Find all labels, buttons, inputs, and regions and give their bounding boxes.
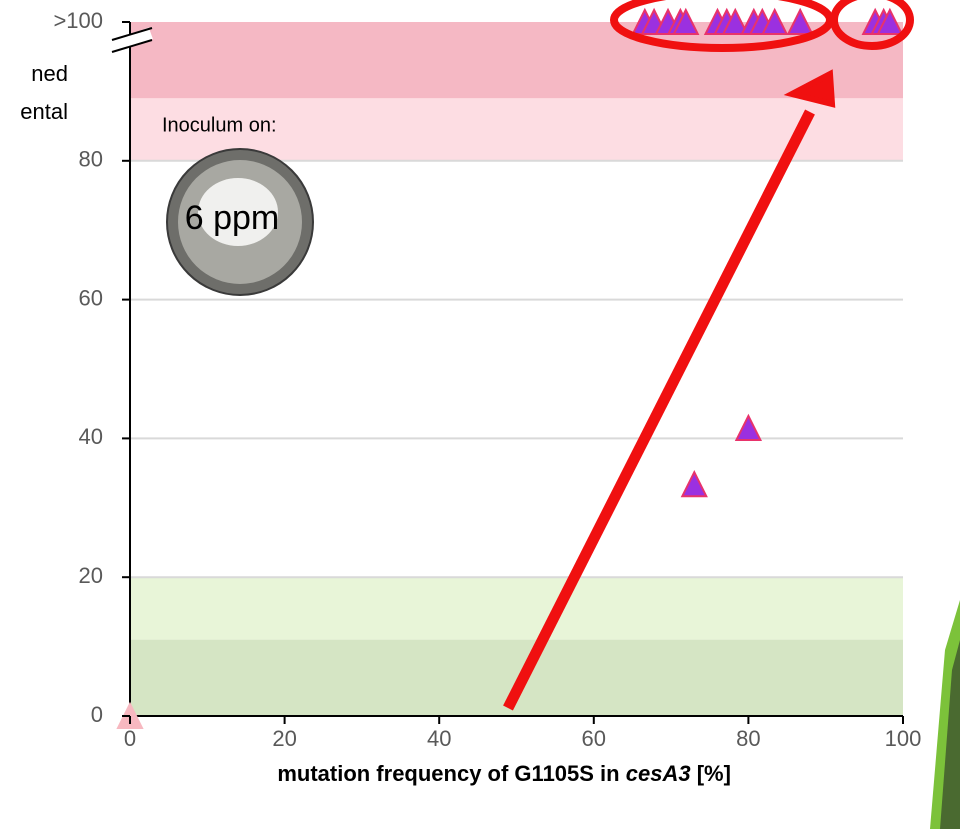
point bbox=[876, 7, 904, 35]
annotation: 6 ppm bbox=[185, 199, 280, 237]
band bbox=[130, 639, 903, 716]
x-tick-label: 0 bbox=[124, 726, 136, 751]
point bbox=[734, 413, 763, 441]
y-label-fragment: ental bbox=[20, 99, 68, 124]
x-axis-label: mutation frequency of G1105S in cesA3 [%… bbox=[247, 761, 750, 786]
point bbox=[680, 469, 708, 498]
grid bbox=[130, 159, 903, 579]
x-axis-label-part: cesA3 bbox=[626, 761, 691, 786]
point bbox=[761, 7, 789, 35]
point bbox=[672, 7, 700, 35]
x-axis-label-part: mutation frequency of G1105S in bbox=[277, 761, 625, 786]
axis-break bbox=[111, 27, 153, 53]
band bbox=[130, 577, 903, 640]
dish bbox=[166, 148, 314, 296]
band bbox=[130, 98, 903, 161]
highlight bbox=[503, 0, 914, 711]
x-tick-label: 80 bbox=[736, 726, 760, 751]
y-label-fragment: ned bbox=[31, 61, 68, 86]
x-tick-label: 100 bbox=[885, 726, 922, 751]
y-tick-label: 80 bbox=[79, 147, 103, 172]
x-tick-label: 40 bbox=[427, 726, 451, 751]
point bbox=[721, 7, 749, 35]
x-axis-label-part: [%] bbox=[691, 761, 731, 786]
y-tick-label: 0 bbox=[91, 702, 103, 727]
photo bbox=[940, 640, 960, 829]
x-tick-label: 20 bbox=[272, 726, 296, 751]
y-tick-label: 60 bbox=[79, 285, 103, 310]
y-tick-label: 20 bbox=[79, 563, 103, 588]
x-tick-label: 60 bbox=[582, 726, 606, 751]
y-tick-label: >100 bbox=[53, 8, 103, 33]
annotation: Inoculum on: bbox=[162, 114, 277, 136]
point bbox=[786, 7, 814, 35]
y-tick-label: 40 bbox=[79, 424, 103, 449]
